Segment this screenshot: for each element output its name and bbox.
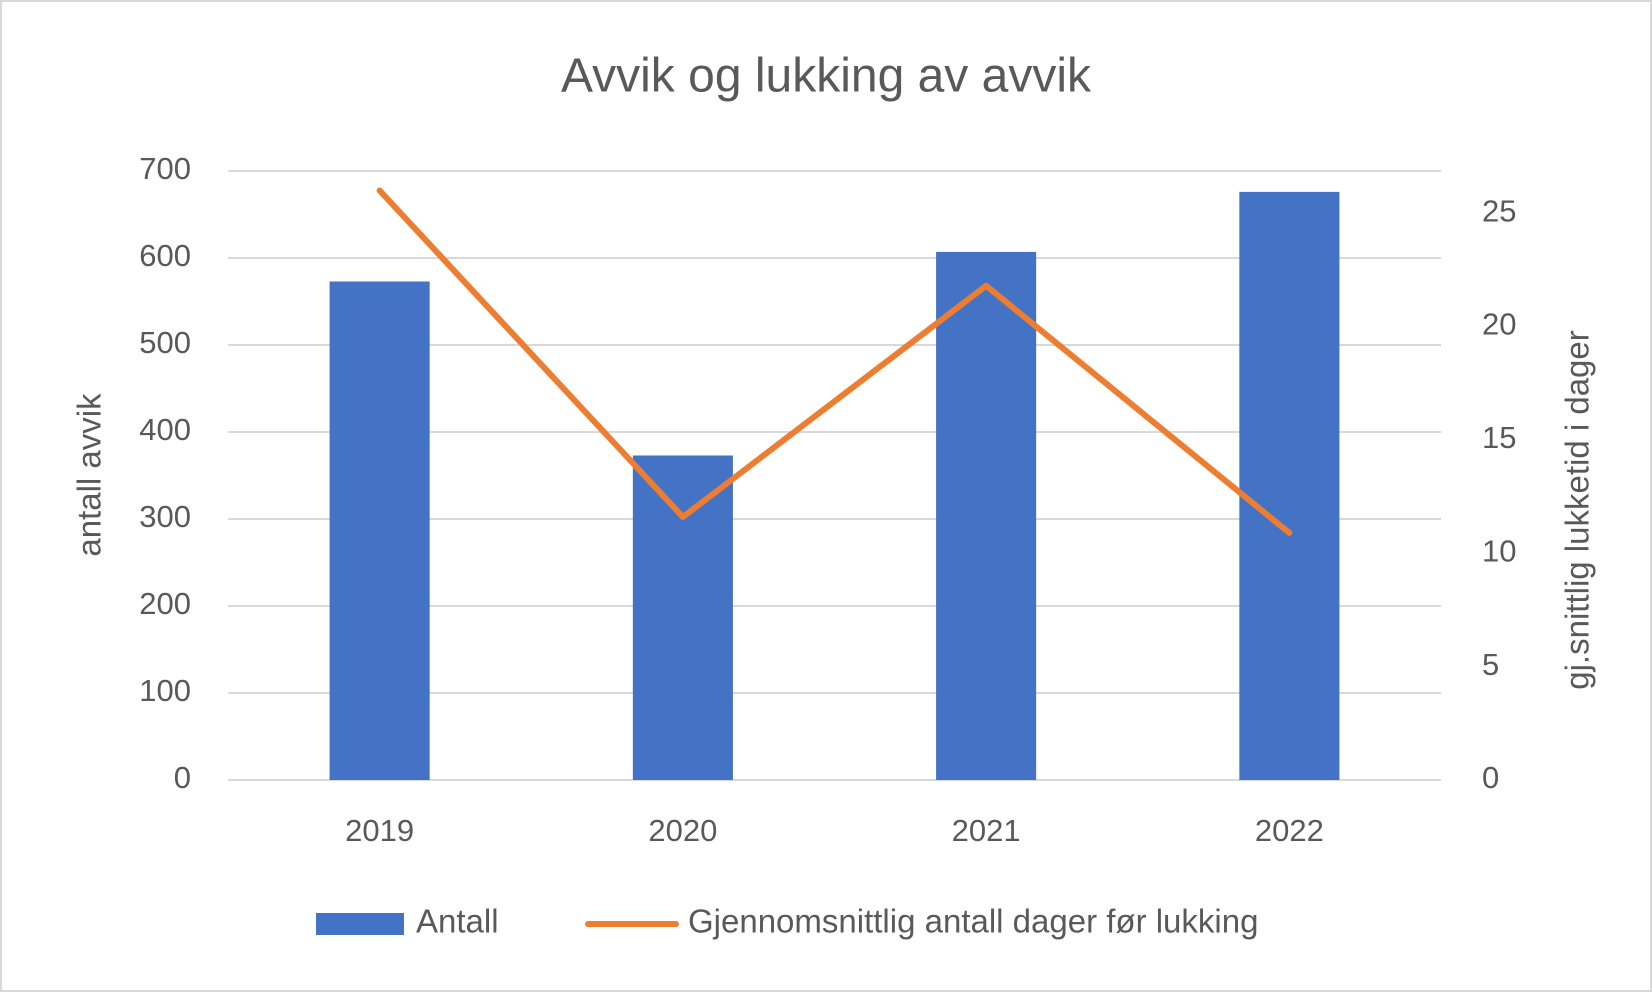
bar <box>1239 191 1340 780</box>
bar <box>329 281 430 780</box>
legend-swatch <box>316 913 404 935</box>
y2-tick-label: 10 <box>1482 533 1516 568</box>
x-tick-label: 2021 <box>952 813 1021 848</box>
bar <box>632 455 733 780</box>
y-tick-label: 200 <box>139 586 191 621</box>
line <box>376 187 1293 536</box>
y2-tick-label: 15 <box>1482 420 1516 455</box>
x-tick-label: 2019 <box>345 813 414 848</box>
legend-label: Antall <box>416 903 499 940</box>
y2-tick-label: 5 <box>1482 647 1499 682</box>
y-tick-label: 400 <box>139 412 191 447</box>
x-tick-label: 2020 <box>648 813 717 848</box>
y-tick-label: 600 <box>139 238 191 273</box>
y2-tick-label: 0 <box>1482 760 1499 795</box>
x-tick-label: 2022 <box>1255 813 1324 848</box>
y2-tick-label: 20 <box>1482 307 1516 342</box>
y-tick-label: 700 <box>139 151 191 186</box>
y-tick-label: 100 <box>139 673 191 708</box>
y-tick-label: 300 <box>139 499 191 534</box>
y-tick-label: 0 <box>174 760 191 795</box>
y2-tick-label: 25 <box>1482 193 1516 228</box>
chart-title: Avvik og lukking av avvik <box>561 50 1092 103</box>
legend-label: Gjennomsnittlig antall dager før lukking <box>688 903 1258 940</box>
y-tick-label: 500 <box>139 325 191 360</box>
y-axis-label: antall avvik <box>71 393 108 557</box>
bar <box>936 251 1037 780</box>
y2-axis-label: gj.snittlig lukketid i dager <box>1559 330 1596 690</box>
